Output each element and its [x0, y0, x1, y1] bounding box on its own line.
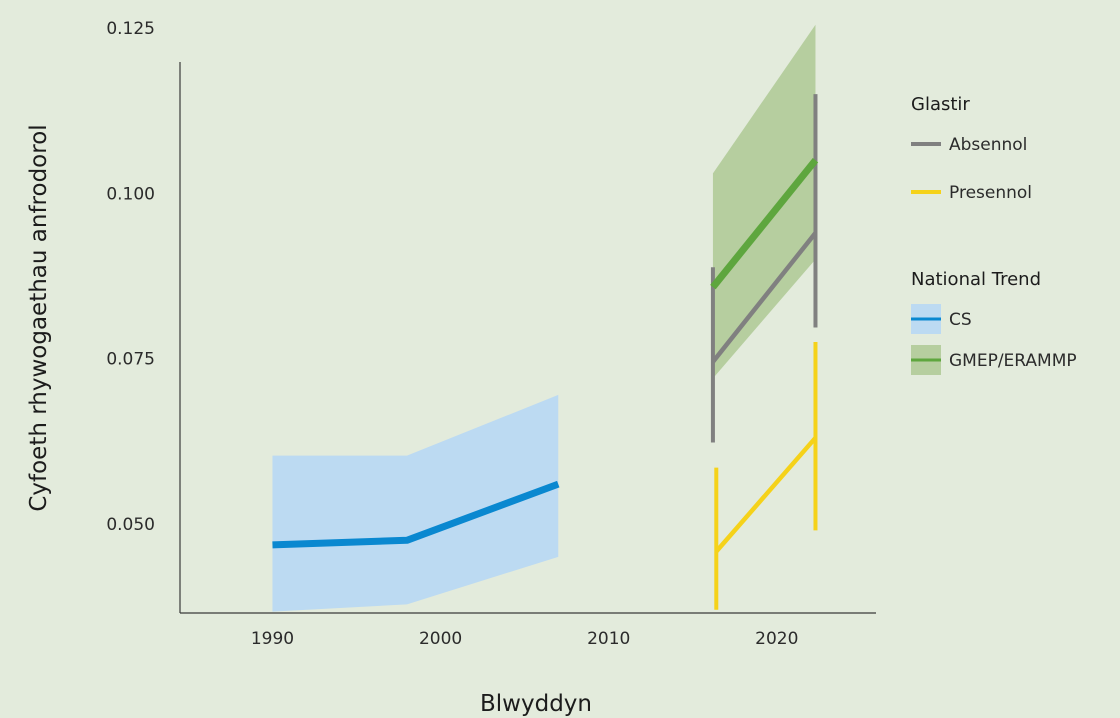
legend: Glastir Absennol Presennol National Trend CS…: [911, 94, 1077, 375]
legend-label-gmep-erammp: GMEP/ERAMMP: [949, 351, 1077, 371]
series-line-cs: [272, 480, 560, 549]
x-tick-label: 2010: [587, 629, 630, 649]
series-line-presennol: [714, 436, 818, 554]
ribbon-gmep-erammp: [712, 24, 816, 379]
x-tick-label: 1990: [251, 629, 294, 649]
series-line-layer: [272, 94, 819, 610]
x-axis-title: Blwyddyn: [480, 691, 592, 717]
y-tick-labels: 0.050 0.075 0.100 0.125: [106, 19, 155, 535]
ribbon-layer: [272, 24, 816, 612]
legend-label-absennol: Absennol: [949, 135, 1027, 155]
legend-label-presennol: Presennol: [949, 183, 1032, 203]
x-tick-label: 2000: [419, 629, 462, 649]
legend-label-cs: CS: [949, 310, 972, 330]
y-tick-label: 0.050: [106, 515, 155, 535]
y-tick-label: 0.100: [106, 184, 155, 204]
y-axis-title: Cyfoeth rhywogaethau anfrodorol: [26, 124, 52, 511]
y-tick-label: 0.125: [106, 19, 155, 39]
y-tick-label: 0.075: [106, 350, 155, 370]
ribbon-cs: [272, 394, 559, 612]
x-tick-labels: 1990 2000 2010 2020: [251, 629, 799, 649]
series-line-absennol: [711, 231, 818, 364]
series-line-gmep-erammp: [710, 158, 819, 290]
legend-title: National Trend: [911, 269, 1041, 290]
x-tick-label: 2020: [755, 629, 798, 649]
axes: [179, 62, 876, 614]
legend-title: Glastir: [911, 94, 970, 115]
